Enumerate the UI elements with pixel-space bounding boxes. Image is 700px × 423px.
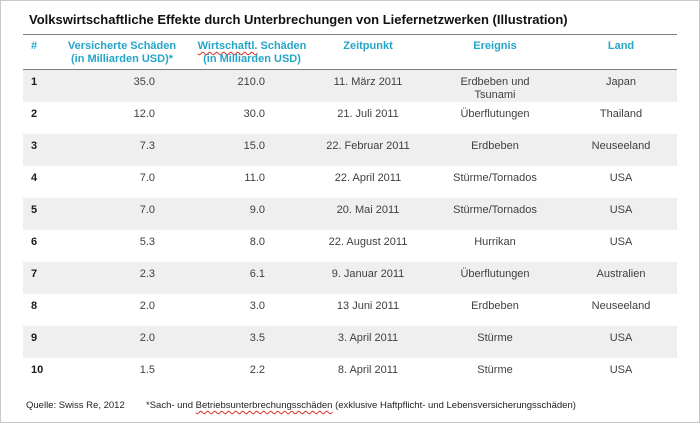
table-row: 5 7.0 9.0 20. Mai 2011 Stürme/Tornados U… — [23, 198, 677, 230]
table-row: 1 35.0 210.0 11. März 2011 Erdbeben und … — [23, 69, 677, 102]
cell-rank: 10 — [31, 364, 44, 376]
table-body: 1 35.0 210.0 11. März 2011 Erdbeben und … — [23, 69, 677, 391]
cell-insured-damage: 7.0 — [139, 172, 155, 184]
page-title: Volkswirtschaftliche Effekte durch Unter… — [29, 12, 568, 27]
cell-insured-damage: 7.0 — [51, 198, 193, 230]
cell-date: 22. April 2011 — [334, 172, 402, 184]
cell-date: 13 Juni 2011 — [336, 300, 400, 312]
cell-insured-damage: 12.0 — [133, 108, 155, 120]
cell-event: Erdbeben — [425, 134, 565, 166]
cell-rank: 5 — [23, 198, 51, 230]
cell-event: Stürme/Tornados — [425, 198, 565, 230]
cell-rank: 9 — [23, 326, 51, 358]
cell-rank: 2 — [31, 108, 38, 120]
cell-event: Stürme/Tornados — [453, 172, 537, 184]
cell-insured-damage: 5.3 — [139, 236, 155, 248]
table-row: 6 5.3 8.0 22. August 2011 Hurrikan USA — [23, 230, 677, 262]
cell-event: Erdbeben und Tsunami — [425, 69, 565, 102]
column-header-event: Ereignis — [425, 35, 565, 70]
table-row: 7 2.3 6.1 9. Januar 2011 Überflutungen A… — [23, 262, 677, 294]
title-divider — [23, 34, 677, 35]
column-header-date: Zeitpunkt — [311, 35, 425, 70]
cell-insured-damage: 1.5 — [139, 364, 155, 376]
cell-rank: 8 — [31, 300, 38, 312]
cell-country: Australien — [565, 262, 677, 294]
cell-country: USA — [609, 364, 633, 376]
cell-insured-damage: 2.0 — [51, 326, 193, 358]
cell-economic-damage: 3.5 — [193, 326, 311, 358]
cell-rank: 7 — [23, 262, 51, 294]
column-header-insured-damage: Versicherte Schäden (in Milliarden USD)* — [51, 35, 193, 70]
cell-rank: 6 — [31, 236, 38, 248]
cell-event: Überflutungen — [425, 262, 565, 294]
cell-rank: 4 — [31, 172, 38, 184]
table-row: 2 12.0 30.0 21. Juli 2011 Überflutungen … — [23, 102, 677, 134]
cell-insured-damage: 7.3 — [51, 134, 193, 166]
cell-date: 11. März 2011 — [311, 69, 425, 102]
cell-event: Stürme — [477, 364, 513, 376]
cell-rank: 3 — [23, 134, 51, 166]
cell-country: Neuseeland — [591, 300, 651, 312]
cell-date: 9. Januar 2011 — [311, 262, 425, 294]
cell-country: Japan — [565, 69, 677, 102]
cell-economic-damage: 9.0 — [193, 198, 311, 230]
cell-date: 21. Juli 2011 — [337, 108, 399, 120]
column-header-rank: # — [23, 35, 51, 70]
cell-rank: 1 — [23, 69, 51, 102]
cell-event: Stürme — [425, 326, 565, 358]
cell-country: Neuseeland — [565, 134, 677, 166]
cell-date: 22. Februar 2011 — [311, 134, 425, 166]
misspelled-word: Betriebsunterbrechungsschäden — [195, 400, 333, 411]
cell-country: Thailand — [599, 108, 643, 120]
table-header-row: # Versicherte Schäden (in Milliarden USD… — [23, 35, 677, 70]
table-row: 8 2.0 3.0 13 Juni 2011 Erdbeben Neuseela… — [23, 294, 677, 326]
cell-date: 22. August 2011 — [328, 236, 408, 248]
cell-economic-damage: 8.0 — [249, 236, 265, 248]
cell-insured-damage: 35.0 — [51, 69, 193, 102]
footnote: *Sach- und Betriebsunterbrechungsschäden… — [146, 400, 576, 411]
cell-country: USA — [565, 198, 677, 230]
cell-economic-damage: 11.0 — [244, 172, 265, 184]
cell-economic-damage: 30.0 — [243, 108, 265, 120]
table-row: 3 7.3 15.0 22. Februar 2011 Erdbeben Neu… — [23, 134, 677, 166]
losses-table: # Versicherte Schäden (in Milliarden USD… — [23, 35, 677, 390]
cell-date: 3. April 2011 — [311, 326, 425, 358]
cell-economic-damage: 6.1 — [193, 262, 311, 294]
cell-insured-damage: 2.3 — [51, 262, 193, 294]
cell-country: USA — [609, 172, 633, 184]
cell-country: USA — [565, 326, 677, 358]
cell-economic-damage: 3.0 — [249, 300, 265, 312]
table-row: 9 2.0 3.5 3. April 2011 Stürme USA — [23, 326, 677, 358]
cell-economic-damage: 210.0 — [193, 69, 311, 102]
column-header-country: Land — [565, 35, 677, 70]
cell-country: USA — [609, 236, 633, 248]
cell-insured-damage: 2.0 — [139, 300, 155, 312]
footer: Quelle: Swiss Re, 2012 *Sach- und Betrie… — [26, 400, 699, 412]
cell-economic-damage: 2.2 — [249, 364, 265, 376]
cell-event: Erdbeben — [471, 300, 519, 312]
table-row: 4 7.0 11.0 22. April 2011 Stürme/Tornado… — [23, 166, 677, 198]
misspelled-word: Wirtschaftl. — [197, 40, 258, 52]
table-row: 10 1.5 2.2 8. April 2011 Stürme USA — [23, 358, 677, 390]
column-header-economic-damage: Wirtschaftl. Schäden (in Milliarden USD) — [193, 35, 311, 70]
cell-economic-damage: 15.0 — [193, 134, 311, 166]
cell-event: Hurrikan — [474, 236, 516, 248]
cell-date: 20. Mai 2011 — [311, 198, 425, 230]
source-note: Quelle: Swiss Re, 2012 — [26, 400, 125, 411]
cell-date: 8. April 2011 — [337, 364, 399, 376]
cell-event: Überflutungen — [460, 108, 530, 120]
